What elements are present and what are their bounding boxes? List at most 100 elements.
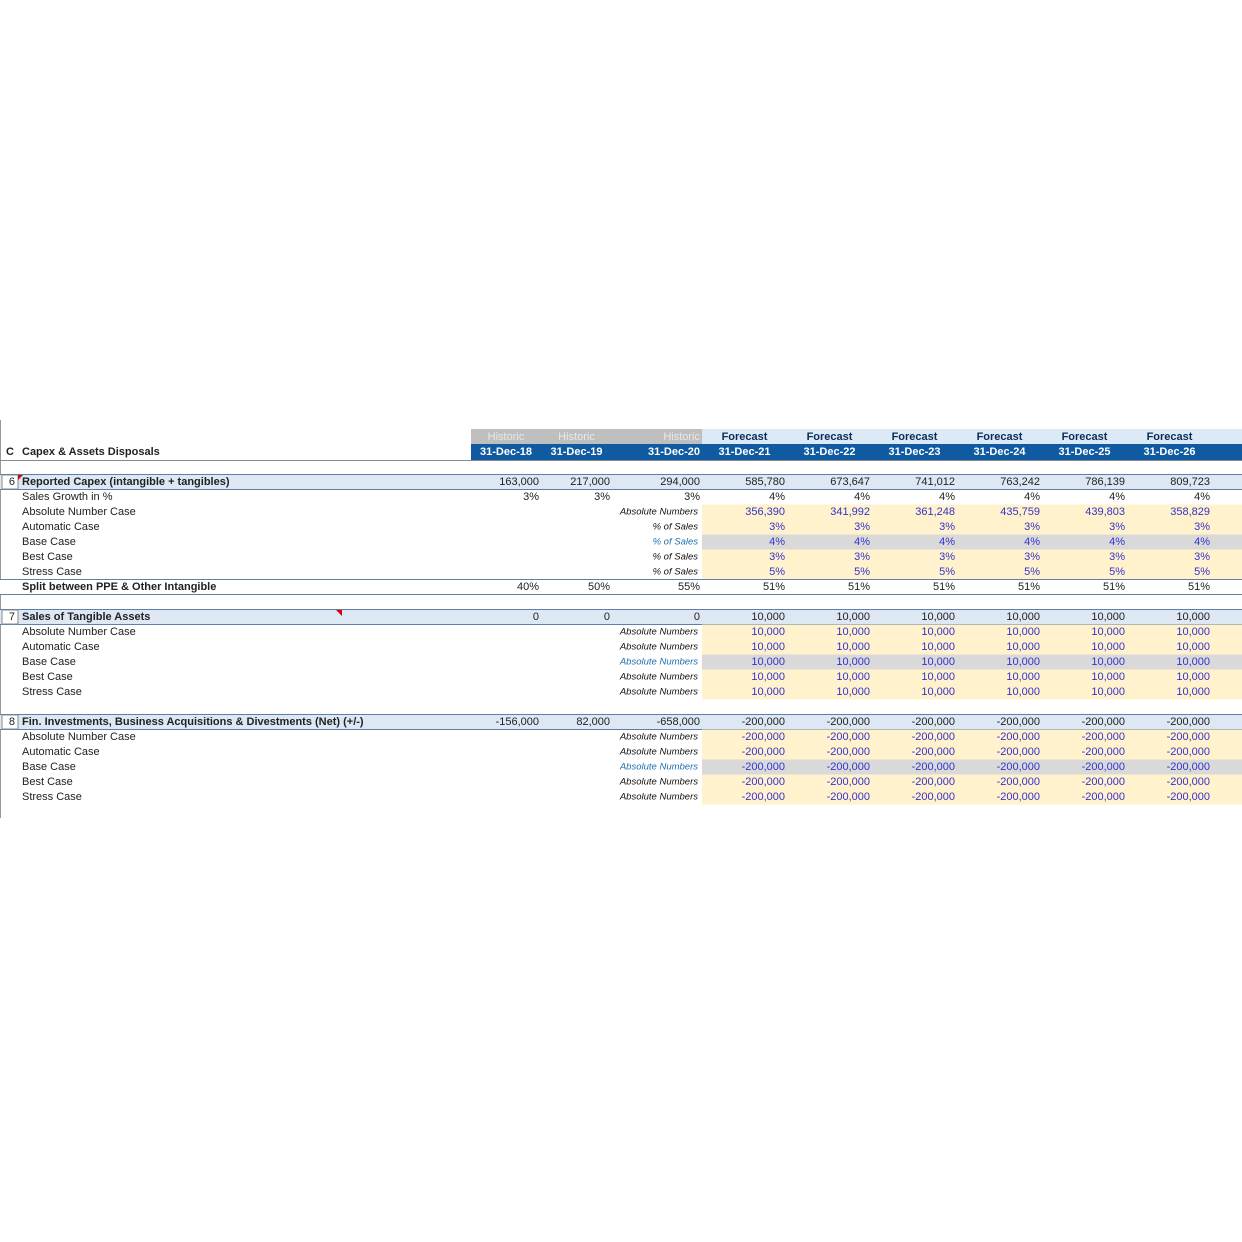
cell-value: 3% [769, 521, 785, 533]
cell-value: 10,000 [1091, 626, 1125, 638]
cell-value: 0 [604, 611, 610, 623]
row-label: Automatic Case [22, 521, 100, 533]
cell-value: 51% [848, 581, 870, 593]
input-cells [702, 534, 1242, 550]
row-label: Sales of Tangible Assets [22, 611, 150, 623]
cell-value: 82,000 [576, 716, 610, 728]
cell-value: -200,000 [1167, 791, 1210, 803]
cell-value: -200,000 [827, 716, 870, 728]
row-unit: Absolute Numbers [619, 507, 698, 518]
cell-value: -200,000 [912, 731, 955, 743]
row-unit: Absolute Numbers [619, 732, 698, 743]
historic-band [471, 429, 702, 444]
cell-value: -200,000 [912, 716, 955, 728]
cell-value: 5% [1194, 566, 1210, 578]
row-unit: % of Sales [653, 567, 699, 578]
row-label: Reported Capex (intangible + tangibles) [22, 476, 230, 488]
cell-value: 10,000 [1176, 611, 1210, 623]
row-label: Automatic Case [22, 641, 100, 653]
input-cells [702, 624, 1242, 640]
cell-value: -200,000 [742, 776, 785, 788]
cell-value: 10,000 [1176, 671, 1210, 683]
cell-value: 673,647 [830, 476, 870, 488]
block-number-box [1, 609, 19, 625]
cell-value: 51% [1188, 581, 1210, 593]
row-unit: Absolute Numbers [619, 642, 698, 653]
cell-value: 10,000 [1006, 671, 1040, 683]
cell-value: 10,000 [751, 686, 785, 698]
cell-value: 3% [1024, 551, 1040, 563]
row-band [0, 474, 1242, 490]
cell-value: -200,000 [997, 776, 1040, 788]
column-phase: Forecast [807, 431, 853, 443]
comment-flag [18, 475, 23, 480]
cell-value: -200,000 [1167, 731, 1210, 743]
row-label: Absolute Number Case [22, 626, 136, 638]
row-unit: Absolute Numbers [619, 627, 698, 638]
row-label: Base Case [22, 536, 76, 548]
date-band [471, 444, 1242, 460]
column-phase: Forecast [977, 431, 1023, 443]
input-cells [702, 504, 1242, 520]
cell-value: 4% [939, 536, 955, 548]
cell-value: 10,000 [1176, 641, 1210, 653]
cell-value: 3% [1109, 521, 1125, 533]
cell-value: 5% [1109, 566, 1125, 578]
cell-value: -156,000 [496, 716, 539, 728]
row-band [0, 609, 1242, 625]
cell-value: -200,000 [997, 716, 1040, 728]
cell-value: 10,000 [836, 656, 870, 668]
input-cells [702, 549, 1242, 565]
cell-value: -200,000 [997, 761, 1040, 773]
cell-value: 4% [1024, 491, 1040, 503]
column-phase: Forecast [1147, 431, 1193, 443]
cell-value: 10,000 [1006, 656, 1040, 668]
column-date: 31-Dec-21 [719, 446, 771, 458]
cell-value: 50% [588, 581, 610, 593]
column-phase: Historic [663, 431, 700, 443]
cell-value: 3% [1194, 551, 1210, 563]
cell-value: 4% [769, 491, 785, 503]
cell-value: 40% [517, 581, 539, 593]
cell-value: 763,242 [1000, 476, 1040, 488]
row-unit: Absolute Numbers [619, 792, 698, 803]
cell-value: -200,000 [742, 791, 785, 803]
input-cells [702, 654, 1242, 670]
block-number: 6 [9, 476, 15, 488]
cell-value: 3% [1194, 521, 1210, 533]
input-cells [702, 564, 1242, 580]
cell-value: 10,000 [751, 671, 785, 683]
cell-value: 10,000 [921, 641, 955, 653]
cell-value: 10,000 [1006, 641, 1040, 653]
cell-value: 10,000 [751, 641, 785, 653]
cell-value: 3% [939, 521, 955, 533]
row-unit: Absolute Numbers [619, 687, 698, 698]
cell-value: -200,000 [997, 791, 1040, 803]
cell-value: 3% [1024, 521, 1040, 533]
row-label: Sales Growth in % [22, 491, 113, 503]
cell-value: -200,000 [1082, 761, 1125, 773]
row-label: Stress Case [22, 566, 82, 578]
cell-value: 55% [678, 581, 700, 593]
row-label: Base Case [22, 761, 76, 773]
column-phase: Historic [558, 431, 595, 443]
cell-value: 10,000 [751, 626, 785, 638]
cell-value: 4% [1024, 536, 1040, 548]
section-letter: C [6, 446, 14, 458]
cell-value: 10,000 [836, 611, 870, 623]
column-date: 31-Dec-18 [480, 446, 532, 458]
cell-value: 358,829 [1170, 506, 1210, 518]
row-unit: % of Sales [653, 537, 699, 548]
row-label: Automatic Case [22, 746, 100, 758]
cell-value: 4% [854, 491, 870, 503]
row-label: Best Case [22, 671, 73, 683]
cell-value: 361,248 [915, 506, 955, 518]
cell-value: 0 [533, 611, 539, 623]
row-unit: Absolute Numbers [619, 657, 698, 668]
cell-value: 5% [769, 566, 785, 578]
cell-value: 435,759 [1000, 506, 1040, 518]
cell-value: -200,000 [827, 731, 870, 743]
cell-value: 0 [694, 611, 700, 623]
cell-value: -200,000 [742, 731, 785, 743]
